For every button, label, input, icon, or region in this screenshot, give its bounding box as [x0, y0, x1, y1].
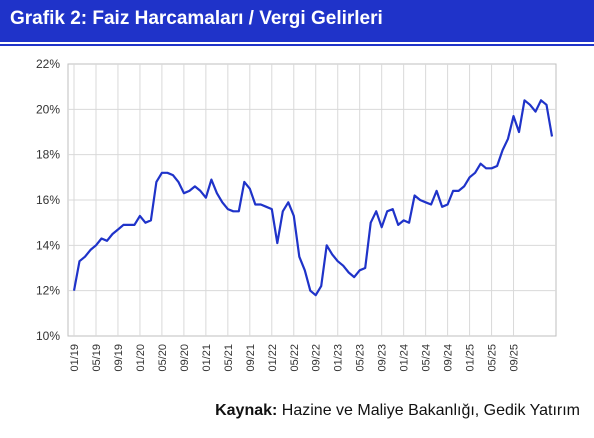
x-tick-label: 05/24: [421, 344, 433, 372]
y-tick-label: 18%: [36, 148, 60, 162]
y-axis-tick-labels: 10% 12% 14% 16% 18% 20% 22%: [36, 57, 60, 343]
x-tick-label: 01/21: [201, 344, 213, 372]
x-tick-label: 05/19: [91, 344, 103, 372]
x-tick-label: 01/23: [333, 344, 345, 372]
x-tick-label: 01/20: [135, 344, 147, 372]
title-underline: [0, 44, 594, 46]
x-tick-label: 01/25: [465, 344, 477, 372]
series-lines: [72, 99, 554, 297]
x-tick-label: 05/23: [355, 344, 367, 372]
y-tick-label: 22%: [36, 57, 60, 71]
line-chart: 10%12%14%16%18%20%22% 01/19 05/19 09/19 01/…: [36, 57, 557, 372]
source-text: Hazine ve Maliye Bakanlığı, Gedik Yatırı…: [281, 402, 580, 419]
x-tick-label: 09/22: [311, 344, 323, 372]
y-tick-label: 16%: [36, 193, 60, 207]
chart-title-bar: Grafik 2: Faiz Harcamaları / Vergi Gelir…: [0, 0, 594, 42]
x-tick-label: 05/22: [289, 344, 301, 372]
source-note: Kaynak: Hazine ve Maliye Bakanlığı, Gedi…: [215, 402, 580, 420]
x-axis-tick-labels: 01/19 05/19 09/19 01/20 05/20 09/20 01/21 05/21…: [69, 344, 521, 372]
series-line: [72, 99, 554, 297]
x-tick-label: 09/20: [179, 344, 191, 372]
y-tick-label: 12%: [36, 284, 60, 298]
y-tick-label: 20%: [36, 102, 60, 116]
y-tick-label: 10%: [36, 329, 60, 343]
x-tick-label: 01/22: [267, 344, 279, 372]
chart-title: Grafik 2: Faiz Harcamaları / Vergi Gelir…: [10, 8, 383, 29]
x-tick-label: 09/24: [443, 344, 455, 372]
x-tick-label: 09/19: [113, 344, 125, 372]
gridlines: [68, 64, 556, 336]
x-tick-label: 09/25: [509, 344, 521, 372]
x-tick-label: 01/24: [399, 344, 411, 372]
x-tick-label: 05/21: [223, 344, 235, 372]
x-tick-label: 01/19: [69, 344, 81, 372]
x-tick-label: 05/25: [487, 344, 499, 372]
source-label: Kaynak:: [215, 402, 278, 419]
x-tick-label: 05/20: [157, 344, 169, 372]
y-tick-label: 14%: [36, 238, 60, 252]
x-tick-label: 09/23: [377, 344, 389, 372]
x-tick-label: 09/21: [245, 344, 257, 372]
